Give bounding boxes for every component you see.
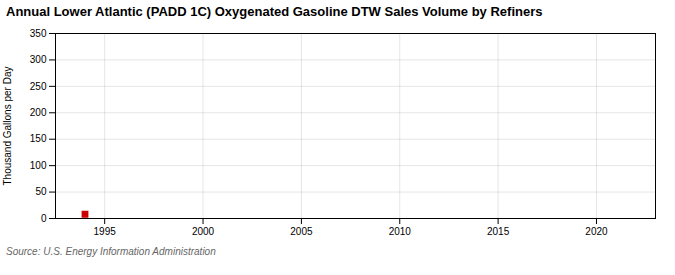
svg-text:50: 50 xyxy=(35,186,47,197)
svg-text:2015: 2015 xyxy=(487,226,510,237)
svg-text:2010: 2010 xyxy=(389,226,412,237)
svg-text:2005: 2005 xyxy=(290,226,313,237)
svg-text:100: 100 xyxy=(30,160,47,171)
svg-text:250: 250 xyxy=(30,81,47,92)
svg-text:300: 300 xyxy=(30,54,47,65)
svg-text:2000: 2000 xyxy=(192,226,215,237)
svg-text:2020: 2020 xyxy=(585,226,608,237)
svg-text:Thousand Gallons per Day: Thousand Gallons per Day xyxy=(2,67,13,186)
svg-text:150: 150 xyxy=(30,133,47,144)
html-text:Source: U.S. Energy Informatio: Source: U.S. Energy Information Administ… xyxy=(6,246,216,257)
svg-text:0: 0 xyxy=(41,213,47,224)
svg-text:200: 200 xyxy=(30,107,47,118)
svg-text:350: 350 xyxy=(30,28,47,39)
svg-text:1995: 1995 xyxy=(94,226,117,237)
html-text:Annual Lower Atlantic (PADD 1C: Annual Lower Atlantic (PADD 1C) Oxygenat… xyxy=(6,4,543,19)
